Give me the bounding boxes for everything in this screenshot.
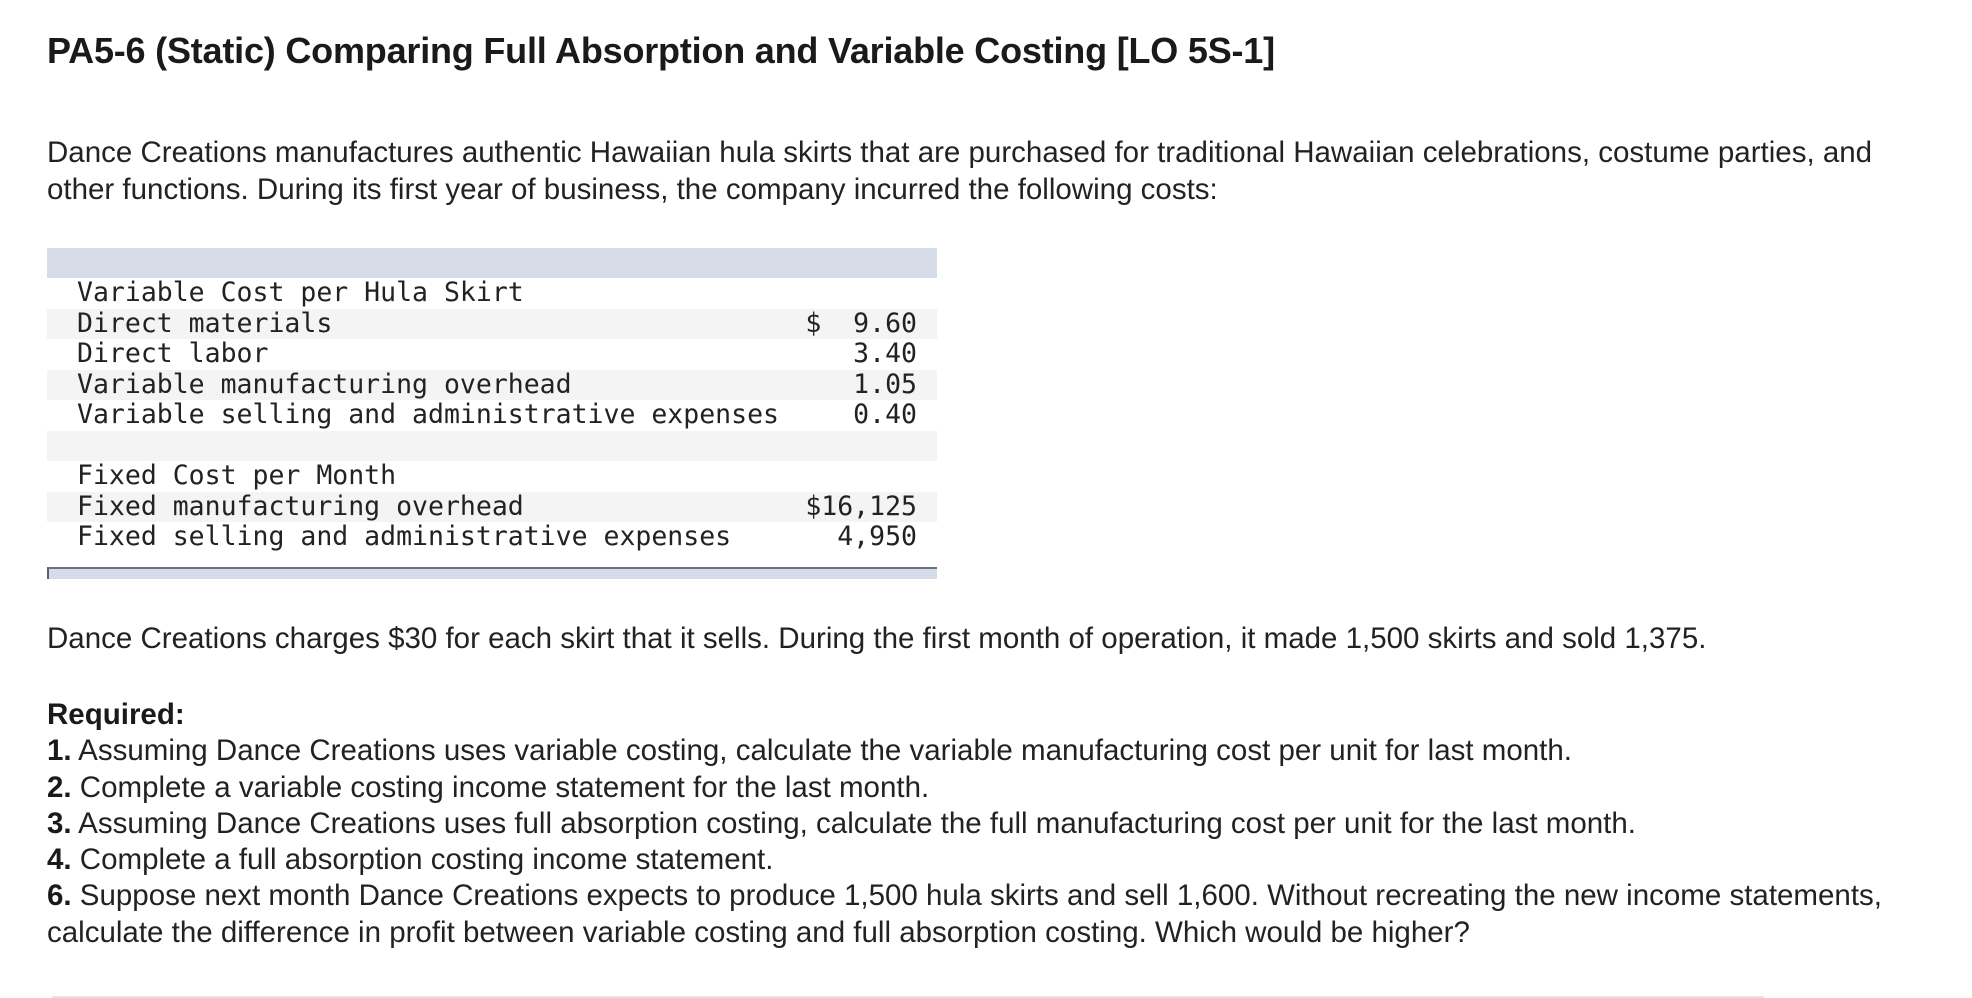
requirement-item: 1. Assuming Dance Creations uses variabl… xyxy=(47,733,1927,769)
requirement-item: 4. Complete a full absorption costing in… xyxy=(47,842,1927,878)
row-value: $ 9.60 xyxy=(805,307,917,339)
table-row: Fixed manufacturing overhead $16,125 xyxy=(47,490,937,522)
row-label: Variable Cost per Hula Skirt xyxy=(77,277,524,308)
requirement-text: Assuming Dance Creations uses full absor… xyxy=(71,806,1636,840)
table-row: Fixed Cost per Month xyxy=(47,460,937,492)
requirement-item: 6. Suppose next month Dance Creations ex… xyxy=(47,878,1927,951)
requirement-number: 4. xyxy=(47,843,72,877)
requirement-text: Complete a variable costing income state… xyxy=(71,770,930,804)
requirement-number: 1. xyxy=(47,734,72,768)
requirement-text: Assuming Dance Creations uses variable c… xyxy=(71,734,1572,768)
requirement-text: Complete a full absorption costing incom… xyxy=(71,843,774,877)
requirement-number: 2. xyxy=(47,770,72,804)
table-row-spacer xyxy=(47,430,937,461)
table-row: Variable selling and administrative expe… xyxy=(47,399,937,431)
row-label: Variable selling and administrative expe… xyxy=(77,399,779,430)
row-label: Fixed Cost per Month xyxy=(77,460,397,491)
intro-paragraph: Dance Creations manufactures authentic H… xyxy=(47,136,1873,206)
requirement-number: 6. xyxy=(47,879,72,913)
row-label: Variable manufacturing overhead xyxy=(77,368,572,400)
table-row: Fixed selling and administrative expense… xyxy=(47,521,937,553)
row-value: 0.40 xyxy=(853,399,917,430)
row-value: $16,125 xyxy=(805,490,917,522)
table-row: Direct materials $ 9.60 xyxy=(47,307,937,339)
row-value: 1.05 xyxy=(853,368,917,400)
row-value: 4,950 xyxy=(837,521,917,552)
requirement-item: 2. Complete a variable costing income st… xyxy=(47,770,1927,806)
table-header-band xyxy=(47,248,937,278)
required-section: Required: 1. Assuming Dance Creations us… xyxy=(47,697,1927,951)
requirement-item: 3. Assuming Dance Creations uses full ab… xyxy=(47,806,1927,842)
cost-table: Variable Cost per Hula Skirt Direct mate… xyxy=(47,248,937,579)
requirement-text: Suppose next month Dance Creations expec… xyxy=(47,879,1882,949)
row-label: Direct materials xyxy=(77,307,333,339)
table-row: Variable Cost per Hula Skirt xyxy=(47,277,937,309)
row-label: Direct labor xyxy=(77,338,269,369)
row-label: Fixed selling and administrative expense… xyxy=(77,521,732,552)
required-heading: Required: xyxy=(47,698,185,731)
row-label: Fixed manufacturing overhead xyxy=(77,490,524,522)
table-row: Variable manufacturing overhead 1.05 xyxy=(47,368,937,400)
row-value: 3.40 xyxy=(853,338,917,369)
table-row: Direct labor 3.40 xyxy=(47,338,937,370)
pricing-sentence: Dance Creations charges $30 for each ski… xyxy=(47,622,1707,655)
requirement-number: 3. xyxy=(47,806,72,840)
page-title: PA5-6 (Static) Comparing Full Absorption… xyxy=(47,30,1275,71)
table-footer-band xyxy=(47,566,937,579)
